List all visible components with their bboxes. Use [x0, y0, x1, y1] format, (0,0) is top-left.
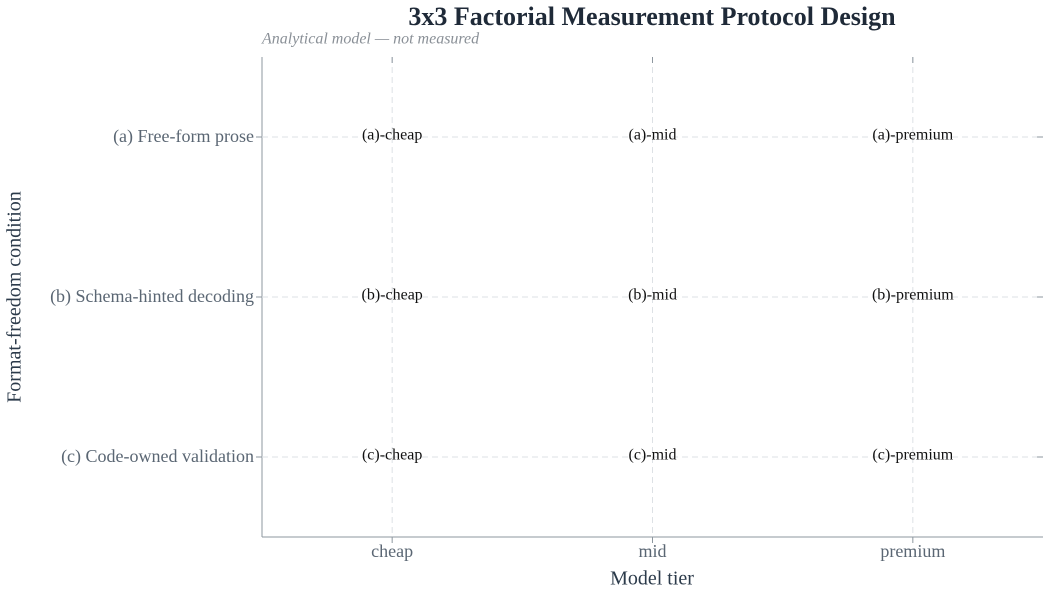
cell-label: (a)-premium [872, 127, 953, 144]
y-axis-label: Format-freedom condition [4, 191, 26, 403]
cell-label: (c)-mid [629, 447, 677, 464]
cell-label: (a)-cheap [362, 127, 422, 144]
y-tick-label: (b) Schema-hinted decoding [50, 286, 254, 307]
cell-label: (c)-cheap [362, 447, 422, 464]
x-tick-label: premium [880, 541, 945, 561]
cell-label: (a)-mid [629, 127, 677, 144]
x-tick-label: mid [638, 541, 666, 561]
cell-label: (b)-cheap [362, 287, 423, 304]
y-tick-label: (a) Free-form prose [113, 126, 254, 147]
chart-subtitle: Analytical model — not measured [261, 31, 480, 48]
y-tick-label: (c) Code-owned validation [61, 446, 254, 467]
chart-title: 3x3 Factorial Measurement Protocol Desig… [408, 2, 896, 31]
cell-label: (c)-premium [872, 447, 953, 464]
x-tick-label: cheap [371, 541, 413, 561]
cell-label: (b)-mid [628, 287, 677, 304]
cell-label: (b)-premium [872, 287, 954, 304]
x-axis-label: Model tier [610, 568, 694, 590]
